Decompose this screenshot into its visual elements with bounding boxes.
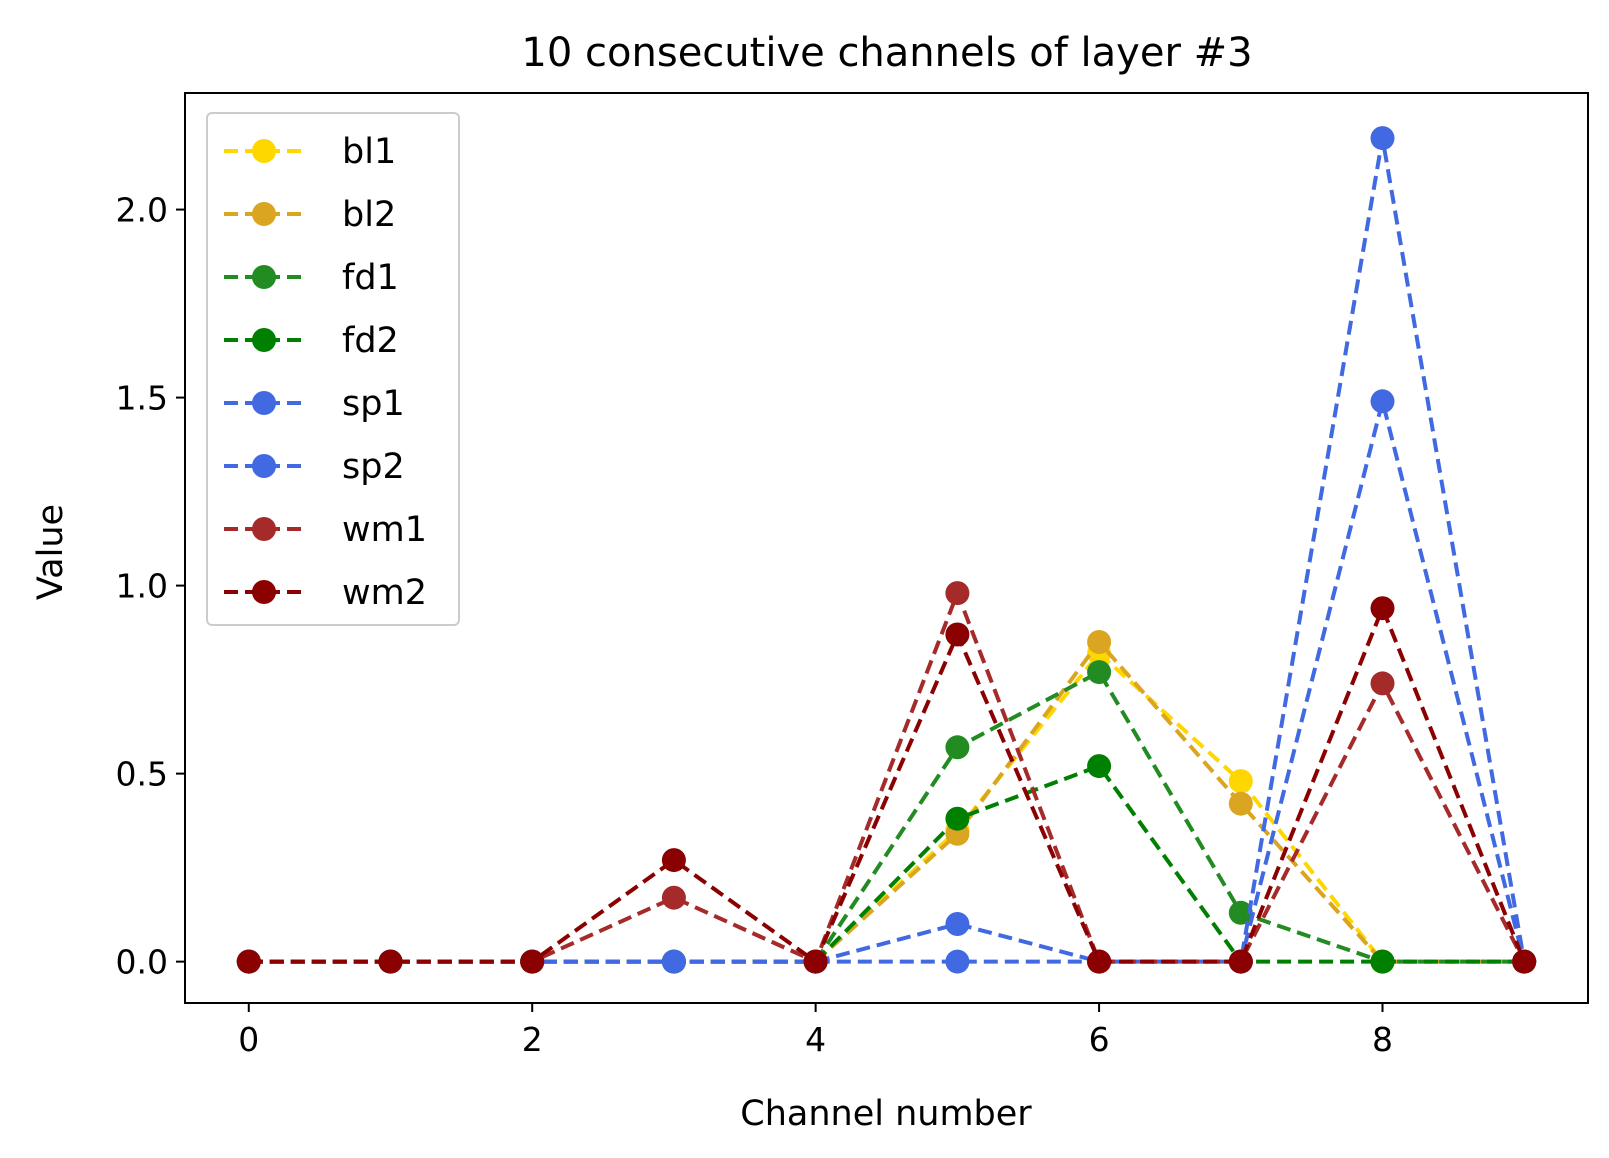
legend-label: wm2	[342, 573, 427, 613]
legend-label: fd1	[342, 258, 399, 298]
data-point-wm2-1	[378, 949, 403, 974]
legend: bl1 bl2 fd1 fd2 sp1 sp2 wm1 wm2	[206, 112, 460, 626]
plot-frame	[184, 92, 1589, 1004]
y-axis-ticks: 0.0 0.5 1.0 1.5 2.0	[116, 191, 185, 982]
legend-item-wm1: wm1	[224, 510, 427, 550]
data-point-wm2-6	[1087, 949, 1112, 974]
data-point-bl1-7	[1228, 769, 1253, 794]
y-tick-label: 1.0	[116, 567, 168, 606]
data-point-wm2-5	[945, 622, 970, 647]
data-point-wm2-4	[803, 949, 828, 974]
x-axis-label: Channel number	[740, 1094, 1032, 1134]
data-point-sp1-5	[945, 912, 970, 936]
data-point-fd2-5	[945, 806, 970, 831]
legend-label: bl2	[342, 195, 396, 235]
data-point-wm1-3	[661, 885, 686, 910]
legend-swatch-marker	[252, 265, 276, 289]
legend-swatch-marker	[252, 517, 276, 541]
legend-item-wm2: wm2	[224, 573, 427, 613]
y-tick-label: 0.0	[116, 943, 168, 982]
series-bl1	[236, 641, 1537, 974]
legend-item-sp1: sp1	[224, 384, 405, 424]
x-tick-label: 4	[805, 1020, 826, 1059]
y-tick-label: 0.5	[116, 755, 168, 794]
data-point-sp2-8	[1370, 389, 1395, 414]
data-point-fd2-6	[1087, 754, 1112, 779]
legend-label: fd2	[342, 321, 399, 361]
x-axis-ticks: 0 2 4 6 8	[238, 1003, 1393, 1059]
series-fd2	[236, 754, 1537, 974]
legend-item-bl2: bl2	[224, 195, 396, 235]
plot-series	[236, 126, 1537, 974]
data-point-fd1-7	[1228, 900, 1253, 925]
data-point-wm2-0	[236, 949, 261, 974]
legend-label: sp2	[342, 447, 405, 487]
series-wm2	[236, 596, 1537, 974]
data-point-wm2-7	[1228, 949, 1253, 974]
data-point-fd1-5	[945, 735, 970, 760]
x-tick-label: 0	[238, 1020, 259, 1059]
legend-swatch-marker	[252, 391, 276, 415]
data-point-wm2-3	[661, 848, 686, 873]
y-tick-label: 1.5	[116, 379, 168, 418]
data-point-bl2-6	[1087, 630, 1112, 654]
legend-item-bl1: bl1	[224, 132, 396, 172]
series-line-fd2	[248, 764, 1525, 964]
y-tick-label: 2.0	[116, 191, 168, 230]
data-point-wm1-8	[1370, 671, 1395, 696]
data-point-wm2-9	[1512, 949, 1537, 974]
legend-swatch-marker	[252, 454, 276, 478]
y-axis-label: Value	[31, 504, 71, 600]
data-point-fd2-8	[1370, 949, 1395, 974]
data-point-sp1-8	[1370, 126, 1395, 151]
series-fd1	[236, 660, 1537, 974]
data-point-fd1-6	[1087, 660, 1112, 685]
series-wm1	[236, 581, 1537, 974]
legend-label: sp1	[342, 384, 405, 424]
legend-swatch-marker	[252, 328, 276, 352]
series-line-fd1	[248, 670, 1525, 964]
legend-swatch-marker	[252, 202, 276, 226]
series-line-wm2	[248, 606, 1527, 964]
legend-swatch-marker	[252, 139, 276, 163]
data-point-wm2-8	[1370, 596, 1395, 621]
chart-title: 10 consecutive channels of layer #3	[521, 30, 1252, 76]
data-point-wm2-2	[520, 949, 545, 974]
data-point-wm1-5	[945, 581, 970, 606]
x-tick-label: 2	[522, 1020, 543, 1059]
data-point-bl2-7	[1228, 791, 1253, 816]
data-point-sp2-5	[945, 949, 970, 974]
legend-label: bl1	[342, 132, 396, 172]
legend-item-sp2: sp2	[224, 447, 405, 487]
legend-item-fd2: fd2	[224, 321, 399, 361]
x-tick-label: 8	[1372, 1020, 1393, 1059]
legend-item-fd1: fd1	[224, 258, 399, 298]
legend-box	[206, 112, 460, 626]
x-tick-label: 6	[1089, 1020, 1110, 1059]
series-line-bl1	[248, 651, 1525, 964]
data-point-sp2-3	[661, 949, 686, 974]
legend-label: wm1	[342, 510, 427, 550]
legend-swatch-marker	[252, 580, 276, 604]
